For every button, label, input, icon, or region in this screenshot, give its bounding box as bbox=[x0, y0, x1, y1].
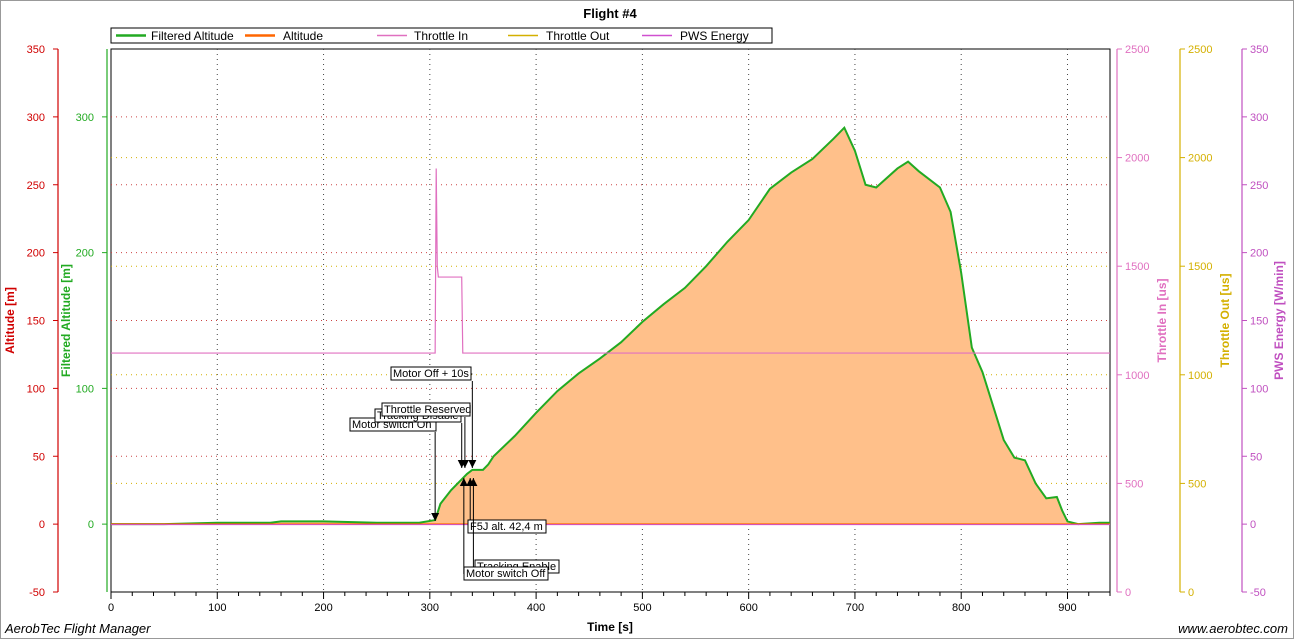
throttle-in-line bbox=[111, 168, 1110, 354]
filtered-altitude-line bbox=[111, 125, 1110, 526]
y-tick-label: 1000 bbox=[1125, 370, 1149, 382]
y-tick-label: 250 bbox=[27, 180, 45, 192]
annotation-box bbox=[381, 402, 471, 417]
x-tick-label: 200 bbox=[314, 602, 332, 614]
annotation-label: F5J alt. 42,4 m bbox=[470, 521, 543, 533]
legend: Filtered Altitude Altitude Throttle In Thro… bbox=[110, 27, 773, 44]
y-tick-label: 100 bbox=[76, 383, 94, 395]
y-tick-label: 1500 bbox=[1188, 261, 1212, 273]
y-tick-label: 250 bbox=[1250, 180, 1268, 192]
y-tick-label: 0 bbox=[88, 519, 94, 531]
y-tick-label: 300 bbox=[1250, 112, 1268, 124]
y-tick-label: 1500 bbox=[1125, 261, 1149, 273]
y-tick-label: 0 bbox=[1188, 587, 1194, 599]
y-axis-label: Throttle In [us] bbox=[1155, 279, 1169, 363]
y-tick-label: 2000 bbox=[1125, 153, 1149, 165]
y-tick-label: 200 bbox=[27, 248, 45, 260]
annotation-box bbox=[463, 566, 549, 581]
chart-title: Flight #4 bbox=[583, 6, 637, 21]
x-tick-label: 600 bbox=[739, 602, 757, 614]
footer-app-name: AerobTec Flight Manager bbox=[5, 621, 151, 636]
annotation-label: Throttle Reserved bbox=[384, 404, 471, 416]
y-tick-label: 200 bbox=[1250, 248, 1268, 260]
legend-label: Altitude bbox=[283, 29, 323, 43]
y-tick-label: 200 bbox=[76, 248, 94, 260]
x-axis-label: Time [s] bbox=[587, 620, 633, 634]
filtered-altitude-area bbox=[111, 127, 1110, 525]
y-tick-label: 350 bbox=[1250, 44, 1268, 56]
y-tick-label: -50 bbox=[1250, 587, 1266, 599]
annotation-arrow bbox=[468, 460, 477, 468]
axes: 0 100 200 300 400 500 600 700 800 900-50050100150… bbox=[3, 44, 1286, 614]
annotation-arrow bbox=[460, 460, 469, 468]
y-tick-label: 500 bbox=[1125, 478, 1143, 490]
annotation-arrow bbox=[469, 478, 478, 486]
annotation-box bbox=[467, 519, 547, 534]
x-tick-label: 800 bbox=[952, 602, 970, 614]
x-tick-label: 100 bbox=[208, 602, 226, 614]
y-tick-label: -50 bbox=[29, 587, 45, 599]
y-tick-label: 500 bbox=[1188, 478, 1206, 490]
y-tick-label: 2500 bbox=[1125, 44, 1149, 56]
y-tick-label: 0 bbox=[39, 519, 45, 531]
y-axis-label: Filtered Altitude [m] bbox=[59, 264, 73, 377]
y-tick-label: 150 bbox=[27, 316, 45, 328]
annotation-box bbox=[390, 366, 472, 381]
y-tick-label: 50 bbox=[33, 451, 45, 463]
y-axis-label: PWS Energy [W/min] bbox=[1272, 261, 1286, 380]
x-tick-label: 700 bbox=[846, 602, 864, 614]
y-tick-label: 0 bbox=[1250, 519, 1256, 531]
annotation-arrow bbox=[431, 513, 440, 521]
annotation-arrow bbox=[459, 478, 468, 486]
y-tick-label: 2000 bbox=[1188, 153, 1212, 165]
y-tick-label: 100 bbox=[27, 383, 45, 395]
y-tick-label: 100 bbox=[1250, 383, 1268, 395]
y-axis-label: Throttle Out [us] bbox=[1218, 274, 1232, 368]
y-axis-label: Altitude [m] bbox=[3, 287, 17, 354]
y-tick-label: 2500 bbox=[1188, 44, 1212, 56]
footer-website: www.aerobtec.com bbox=[1178, 621, 1288, 636]
x-tick-label: 400 bbox=[527, 602, 545, 614]
annotation-label: Motor Off + 10s bbox=[393, 368, 469, 380]
plot-area bbox=[111, 125, 1110, 526]
y-tick-label: 300 bbox=[27, 112, 45, 124]
x-tick-label: 900 bbox=[1058, 602, 1076, 614]
y-tick-label: 50 bbox=[1250, 451, 1262, 463]
y-tick-label: 1000 bbox=[1188, 370, 1212, 382]
legend-label: Throttle In bbox=[414, 29, 468, 43]
y-tick-label: 0 bbox=[1125, 587, 1131, 599]
y-tick-label: 300 bbox=[76, 112, 94, 124]
x-tick-label: 500 bbox=[633, 602, 651, 614]
x-tick-label: 0 bbox=[108, 602, 114, 614]
y-tick-label: 150 bbox=[1250, 316, 1268, 328]
legend-label: Throttle Out bbox=[546, 29, 610, 43]
annotations: Motor switch OnTracking DisableThrottle … bbox=[349, 366, 560, 581]
y-tick-label: 350 bbox=[27, 44, 45, 56]
annotation-label: Motor switch Off bbox=[466, 568, 546, 580]
legend-label: Filtered Altitude bbox=[151, 29, 234, 43]
legend-label: PWS Energy bbox=[680, 29, 749, 43]
x-tick-label: 300 bbox=[421, 602, 439, 614]
legend-box bbox=[110, 27, 773, 44]
